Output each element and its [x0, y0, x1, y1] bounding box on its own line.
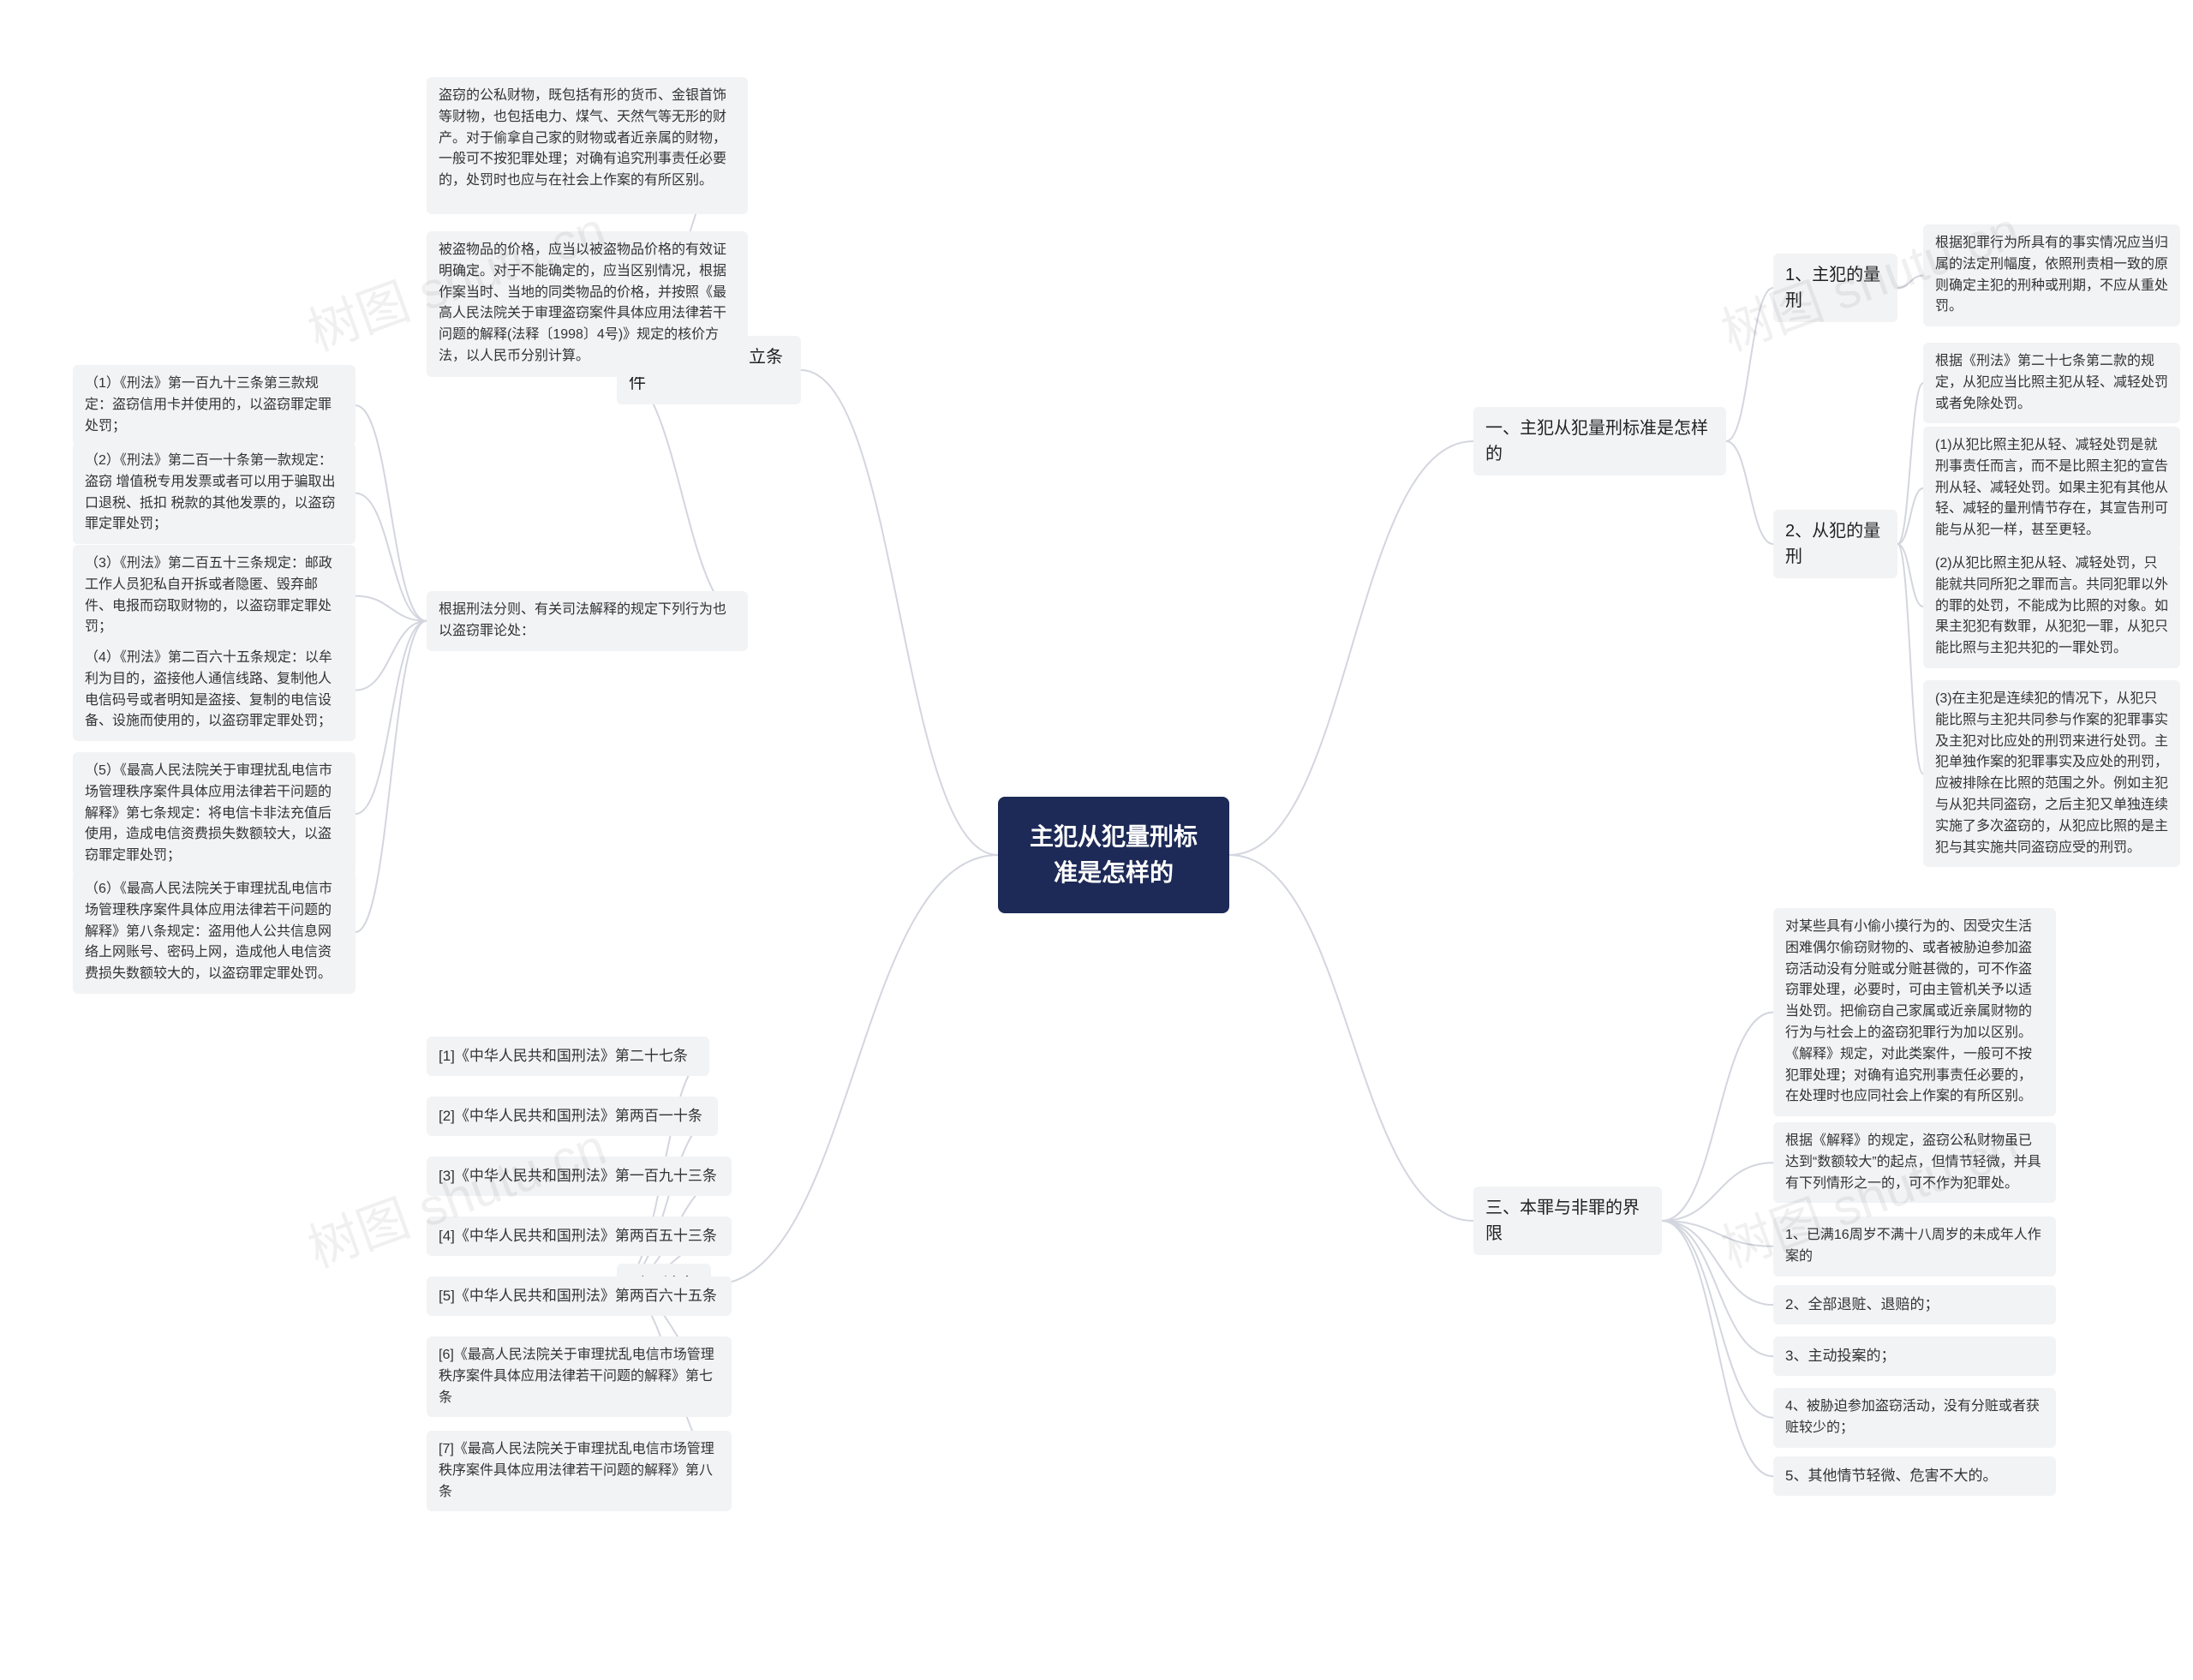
edge — [617, 1116, 718, 1285]
edge — [356, 493, 427, 621]
edge — [356, 621, 427, 932]
node-b3_2: 根据《解释》的规定，盗窃公私财物虽已达到“数额较大”的起点，但情节轻微，并具有下… — [1773, 1122, 2056, 1203]
edge — [1229, 855, 1473, 1221]
edge — [1897, 488, 1923, 544]
node-b4_1: [1]《中华人民共和国刑法》第二十七条 — [427, 1037, 709, 1076]
node-b2_2: 被盗物品的价格，应当以被盗物品价格的有效证明确定。对于不能确定的，应当区别情况，… — [427, 231, 748, 377]
node-b3_4: 2、全部退赃、退赔的； — [1773, 1285, 2056, 1324]
node-b2_3_3: （3）《刑法》第二百五十三条规定：邮政工作人员犯私自开拆或者隐匿、毁弃邮件、电报… — [73, 545, 356, 647]
edge — [356, 621, 427, 814]
node-b1: 一、主犯从犯量刑标准是怎样的 — [1473, 407, 1726, 475]
edge — [801, 370, 998, 855]
node-b2_1: 盗窃的公私财物，既包括有形的货币、金银首饰等财物，也包括电力、煤气、天然气等无形… — [427, 77, 748, 214]
node-b1_2_4: (3)在主犯是连续犯的情况下，从犯只能比照与主犯共同参与作案的犯罪事实及主犯对比… — [1923, 680, 2180, 867]
edge — [1662, 1221, 1773, 1247]
edge — [356, 596, 427, 621]
node-b1_2_3: (2)从犯比照主犯从轻、减轻处罚，只能就共同所犯之罪而言。共同犯罪以外的罪的处罚… — [1923, 545, 2180, 668]
edge — [617, 370, 748, 621]
node-b1_2_2: (1)从犯比照主犯从轻、减轻处罚是就刑事责任而言，而不是比照主犯的宣告刑从轻、减… — [1923, 427, 2180, 550]
node-b2_3: 根据刑法分则、有关司法解释的规定下列行为也以盗窃罪论处： — [427, 591, 748, 651]
root-node: 主犯从犯量刑标准是怎样的 — [998, 797, 1229, 913]
edge — [1897, 544, 1923, 607]
node-b3: 三、本罪与非罪的界限 — [1473, 1187, 1662, 1255]
edge — [1662, 1221, 1773, 1305]
edge — [356, 405, 427, 621]
edge — [1726, 441, 1773, 544]
edge — [356, 621, 427, 691]
node-b4_3: [3]《中华人民共和国刑法》第一百九十三条 — [427, 1157, 732, 1196]
node-b1_1_1: 根据犯罪行为所具有的事实情况应当归属的法定刑幅度，依照刑责相一致的原则确定主犯的… — [1923, 224, 2180, 326]
node-b2_3_1: （1）《刑法》第一百九十三条第三款规定：盗窃信用卡并使用的，以盗窃罪定罪处罚； — [73, 365, 356, 445]
node-b2_3_2: （2）《刑法》第二百一十条第一款规定：盗窃 增值税专用发票或者可以用于骗取出口退… — [73, 442, 356, 544]
edge — [1229, 441, 1473, 855]
node-b4_5: [5]《中华人民共和国刑法》第两百六十五条 — [427, 1276, 732, 1316]
node-b3_3: 1、已满16周岁不满十八周岁的未成年人作案的 — [1773, 1217, 2056, 1276]
edge — [1662, 1163, 1773, 1221]
edge — [1897, 383, 1923, 544]
node-b2_3_5: （5）《最高人民法院关于审理扰乱电信市场管理秩序案件具体应用法律若干问题的解释》… — [73, 752, 356, 876]
node-b4_7: [7]《最高人民法院关于审理扰乱电信市场管理秩序案件具体应用法律若干问题的解释》… — [427, 1431, 732, 1511]
edge — [1662, 1221, 1773, 1356]
node-b3_5: 3、主动投案的； — [1773, 1336, 2056, 1376]
edge — [1662, 1221, 1773, 1476]
node-b1_2_1: 根据《刑法》第二十七条第二款的规定，从犯应当比照主犯从轻、减轻处罚或者免除处罚。 — [1923, 343, 2180, 423]
node-b2_3_4: （4）《刑法》第二百六十五条规定：以牟利为目的，盗接他人通信线路、复制他人电信码… — [73, 639, 356, 741]
node-b3_7: 5、其他情节轻微、危害不大的。 — [1773, 1456, 2056, 1496]
edge — [711, 855, 998, 1285]
node-b1_1: 1、主犯的量刑 — [1773, 254, 1897, 322]
edge — [1726, 288, 1773, 441]
mindmap-canvas: 主犯从犯量刑标准是怎样的 一、主犯从犯量刑标准是怎样的 1、主犯的量刑根据犯罪行为… — [0, 0, 2193, 1680]
node-b4_4: [4]《中华人民共和国刑法》第两百五十三条 — [427, 1217, 732, 1256]
node-b1_2: 2、从犯的量刑 — [1773, 510, 1897, 578]
node-b4_2: [2]《中华人民共和国刑法》第两百一十条 — [427, 1097, 718, 1136]
edge — [1662, 1013, 1773, 1221]
node-b4_6: [6]《最高人民法院关于审理扰乱电信市场管理秩序案件具体应用法律若干问题的解释》… — [427, 1336, 732, 1417]
edge — [1897, 544, 1923, 774]
edge — [1662, 1221, 1773, 1418]
node-b2_3_6: （6）《最高人民法院关于审理扰乱电信市场管理秩序案件具体应用法律若干问题的解释》… — [73, 870, 356, 994]
node-b3_6: 4、被胁迫参加盗窃活动，没有分赃或者获赃较少的； — [1773, 1388, 2056, 1448]
node-b3_1: 对某些具有小偷小摸行为的、因受灾生活困难偶尔偷窃财物的、或者被胁迫参加盗窃活动没… — [1773, 908, 2056, 1116]
edge — [1897, 276, 1923, 288]
